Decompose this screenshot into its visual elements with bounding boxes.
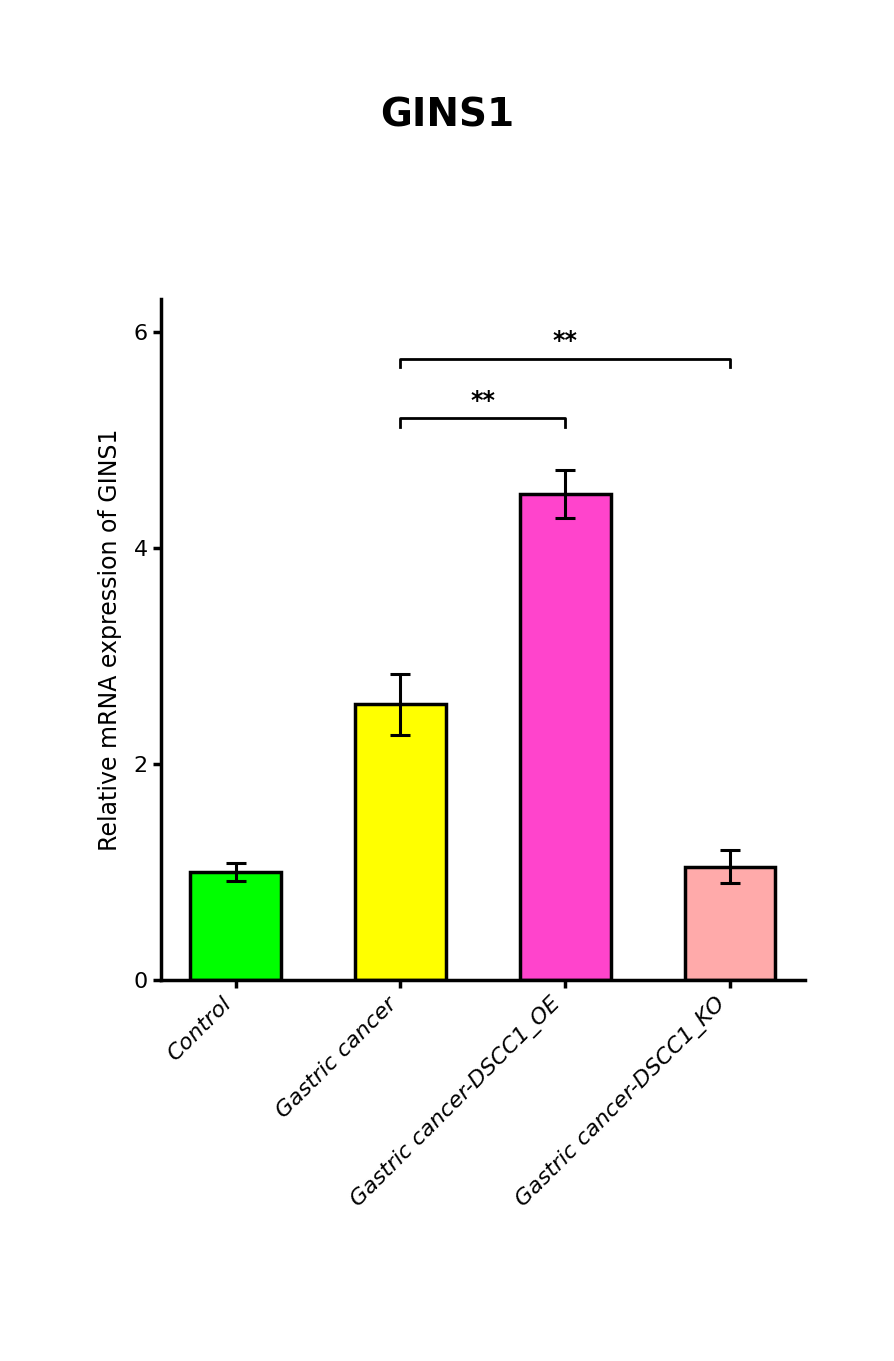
Text: **: ** <box>470 389 495 412</box>
Text: **: ** <box>552 329 578 354</box>
Text: GINS1: GINS1 <box>380 97 514 135</box>
Bar <box>685 867 775 980</box>
Bar <box>190 872 281 980</box>
Y-axis label: Relative mRNA expression of GINS1: Relative mRNA expression of GINS1 <box>98 429 122 851</box>
Bar <box>519 494 611 980</box>
Bar <box>355 705 446 980</box>
